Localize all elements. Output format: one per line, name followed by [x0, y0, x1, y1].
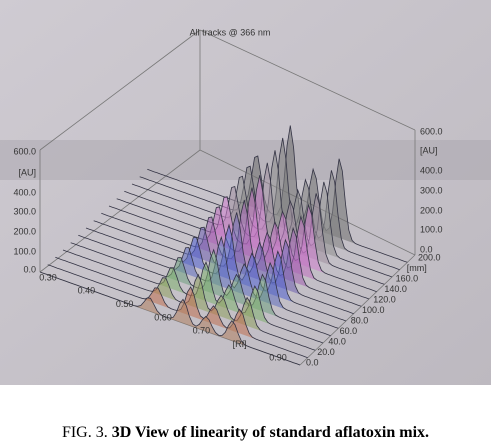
right-axis-label: 300.0: [420, 185, 443, 195]
depth-axis-label: 100.0: [362, 305, 385, 315]
ridge-fill: [147, 125, 408, 263]
right-axis-label: 100.0: [420, 224, 443, 234]
rf-axis-label: 0.70: [193, 326, 211, 336]
depth-axis-label: 120.0: [373, 294, 396, 304]
ridge-fill: [93, 212, 354, 314]
depth-axis-label: 140.0: [384, 284, 407, 294]
rf-axis-label: [Rf]: [233, 339, 247, 349]
ridge-fill: [116, 175, 377, 292]
left-axis-label: 600.0: [13, 146, 36, 156]
right-axis-label: 200.0: [420, 205, 443, 215]
depth-axis-label: 80.0: [351, 315, 369, 325]
rf-axis-label: 0.30: [39, 272, 57, 282]
plot-title: All tracks @ 366 nm: [190, 27, 271, 37]
caption-label: FIG. 3.: [61, 424, 108, 441]
ridge-fill: [109, 187, 369, 299]
ridge-fill: [139, 137, 400, 270]
depth-axis-label: 0.0: [306, 357, 319, 367]
left-axis-label: 400.0: [13, 187, 36, 197]
left-axis-label: [AU]: [18, 167, 36, 177]
ridge-fill: [86, 224, 346, 321]
depth-axis-label: 160.0: [396, 273, 419, 283]
left-axis-label: 300.0: [13, 206, 36, 216]
caption: FIG. 3. 3D View of linearity of standard…: [0, 424, 491, 442]
rf-axis-label: 0.50: [116, 299, 134, 309]
caption-text: 3D View of linearity of standard aflatox…: [111, 424, 430, 441]
glare-band: [0, 140, 491, 180]
rf-axis-label: 0.40: [78, 286, 96, 296]
figure-photo: All tracks @ 366 nm 600.0 [AU] 400.0 300.0 2…: [0, 0, 491, 385]
rf-axis-label: 0.60: [154, 312, 172, 322]
depth-axis-label: 40.0: [328, 336, 346, 346]
depth-axis-label: 60.0: [340, 326, 358, 336]
right-axis-label: 600.0: [420, 126, 443, 136]
right-axis-label: [AU]: [420, 145, 438, 155]
ridge-fill: [124, 162, 385, 285]
right-axis-label: 0.0: [420, 244, 433, 254]
ridge-line: [39, 271, 301, 366]
rf-axis-label: 0.90: [269, 352, 287, 362]
ridge-fill: [101, 200, 362, 307]
left-axis-label: 0.0: [23, 264, 36, 274]
depth-axis-label: 200.0: [418, 252, 441, 262]
right-axis-label: 400.0: [420, 165, 443, 175]
ridges: [39, 125, 408, 366]
depth-axis-label: [mm]: [407, 263, 427, 273]
left-axis-label: 100.0: [13, 246, 36, 256]
left-axis-label: 200.0: [13, 226, 36, 236]
ridge-fill: [132, 150, 392, 277]
depth-axis-label: 20.0: [317, 347, 335, 357]
